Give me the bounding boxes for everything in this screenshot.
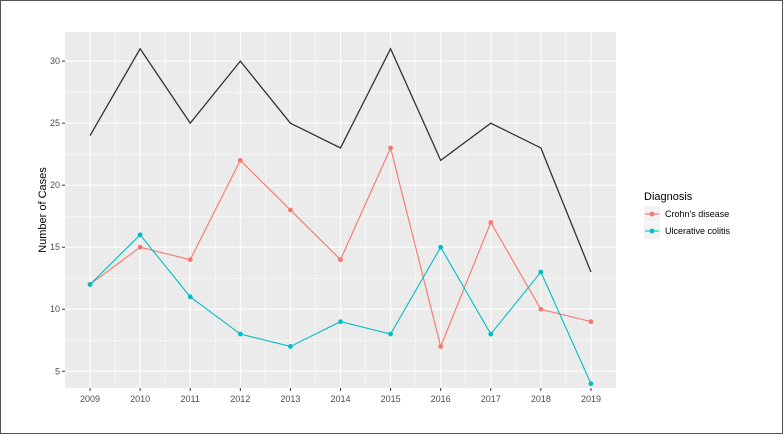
legend-key-point xyxy=(649,228,655,234)
data-point-ulcerative-colitis xyxy=(187,294,193,300)
data-point-ulcerative-colitis xyxy=(488,331,494,337)
data-point-ulcerative-colitis xyxy=(237,331,243,337)
y-tick-label: 25 xyxy=(50,118,60,128)
legend-key-point xyxy=(649,211,655,217)
legend-label-crohn-s-disease: Crohn's disease xyxy=(665,209,729,219)
x-tick-label: 2012 xyxy=(230,394,250,404)
x-tick-label: 2011 xyxy=(181,394,200,404)
y-tick-label: 15 xyxy=(50,242,60,252)
y-tick-label: 30 xyxy=(50,56,60,66)
data-point-ulcerative-colitis xyxy=(388,331,393,337)
data-point-crohn-s-disease xyxy=(438,344,444,349)
data-point-ulcerative-colitis xyxy=(137,232,143,238)
x-tick-label: 2013 xyxy=(280,394,300,404)
major-gridlines xyxy=(65,32,616,388)
x-tick-label: 2017 xyxy=(481,394,501,404)
legend-title: Diagnosis xyxy=(644,191,693,203)
data-point-ulcerative-colitis xyxy=(538,269,544,275)
x-tick-label: 2014 xyxy=(330,394,350,404)
y-axis: 5 10 15 20 25 30 xyxy=(50,56,65,376)
data-point-ulcerative-colitis xyxy=(288,344,293,349)
data-point-ulcerative-colitis xyxy=(438,244,444,250)
legend-label-ulcerative-colitis: Ulcerative colitis xyxy=(665,226,731,236)
x-tick-label: 2009 xyxy=(80,394,100,404)
y-tick-label: 20 xyxy=(50,180,60,190)
legend: Diagnosis Crohn's disease Ulcerative coli… xyxy=(644,191,731,239)
data-point-ulcerative-colitis xyxy=(588,381,594,387)
legend-key-ulcerative-colitis xyxy=(644,223,660,239)
data-point-crohn-s-disease xyxy=(588,319,594,325)
data-point-crohn-s-disease xyxy=(338,257,343,263)
data-point-crohn-s-disease xyxy=(237,157,243,163)
y-axis-title: Number of Cases xyxy=(37,167,49,253)
x-tick-label: 2010 xyxy=(130,394,150,404)
x-tick-label: 2016 xyxy=(431,394,451,404)
legend-key-crohn-s-disease xyxy=(644,206,660,222)
y-tick-label: 5 xyxy=(55,366,60,376)
x-tick-label: 2019 xyxy=(581,394,601,404)
x-axis: 2009 2010 2011 2012 2013 2014 2015 2016 2017 2018… xyxy=(80,388,601,404)
data-point-crohn-s-disease xyxy=(288,207,293,213)
data-point-crohn-s-disease xyxy=(137,244,143,250)
series-line-total xyxy=(89,47,592,273)
x-tick-label: 2015 xyxy=(381,394,401,404)
data-point-ulcerative-colitis xyxy=(87,282,93,287)
data-point-crohn-s-disease xyxy=(187,257,193,263)
data-point-crohn-s-disease xyxy=(388,145,393,151)
y-tick-label: 10 xyxy=(50,304,60,314)
data-point-ulcerative-colitis xyxy=(338,319,343,325)
data-point-crohn-s-disease xyxy=(538,306,544,312)
data-point-crohn-s-disease xyxy=(488,220,494,225)
series-layer xyxy=(87,47,594,387)
x-tick-label: 2018 xyxy=(531,394,551,404)
